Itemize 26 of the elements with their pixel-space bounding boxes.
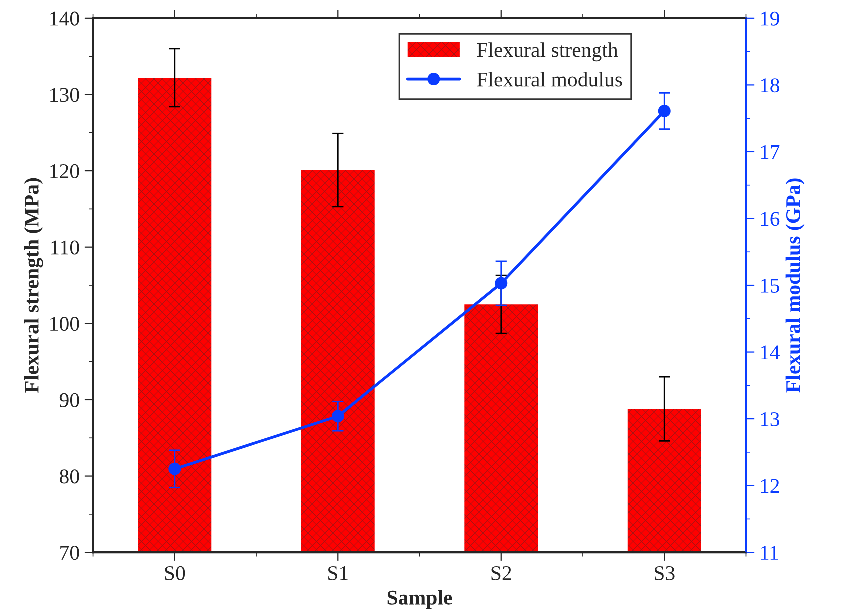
- y-tick-label: 110: [51, 240, 80, 255]
- y2-tick-label: 19: [761, 12, 780, 26]
- y-tick-label: 100: [50, 317, 80, 332]
- x-tick-label: S0: [165, 566, 186, 580]
- y2-tick-label: 11: [761, 546, 778, 560]
- y2-axis-title: Flexural modulus (GPa): [786, 178, 805, 393]
- x-tick-label: S3: [655, 566, 675, 580]
- y-tick-label: 80: [60, 470, 80, 484]
- x-tick-label: S2: [492, 566, 512, 580]
- y-tick-label: 120: [50, 164, 80, 178]
- y2-tick-label: 12: [761, 479, 780, 494]
- x-axis-title: Sample: [388, 590, 452, 610]
- legend-label: Flexural strength: [477, 42, 618, 62]
- y2-tick-label: 14: [761, 346, 780, 360]
- y-axis-title: Flexural strength (MPa): [24, 178, 44, 394]
- y-tick-label: 140: [50, 12, 80, 26]
- y-tick-label: 90: [60, 393, 80, 408]
- y2-tick-label: 15: [761, 278, 780, 293]
- y-tick-label: 70: [60, 546, 80, 560]
- x-tick-label: S1: [328, 566, 348, 580]
- y2-tick-label: 16: [761, 212, 780, 226]
- y2-tick-label: 13: [761, 412, 780, 426]
- y2-tick-label: 18: [761, 78, 780, 93]
- y-tick-label: 130: [50, 88, 80, 102]
- legend-label: Flexural modulus: [477, 72, 622, 87]
- y2-tick-label: 17: [761, 145, 780, 160]
